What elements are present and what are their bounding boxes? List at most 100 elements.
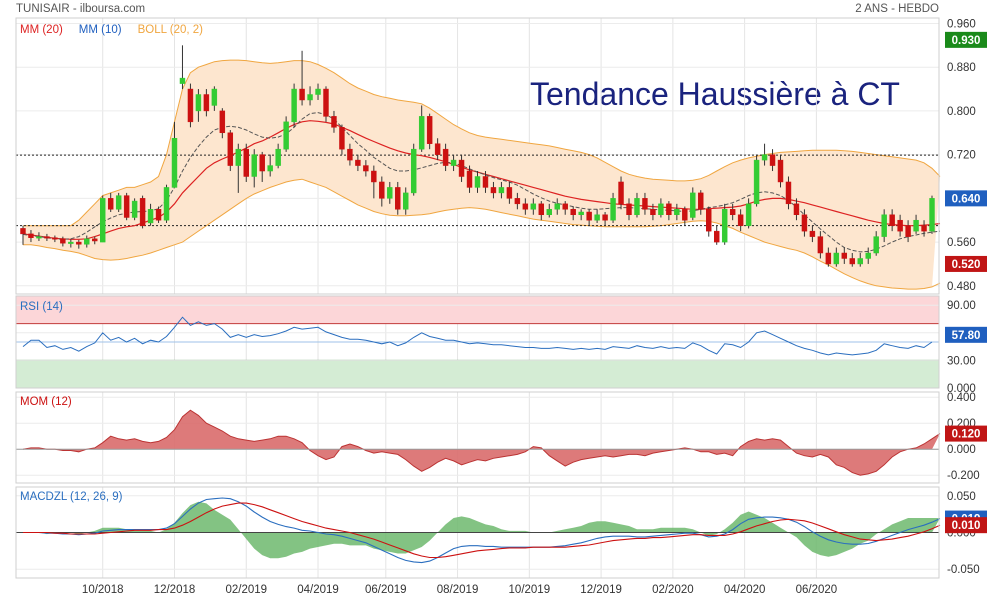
candle-body: [921, 225, 927, 232]
candle-body: [426, 116, 433, 144]
rsi-line: [22, 316, 933, 356]
candle-body: [897, 219, 903, 232]
macd-histogram-area: [23, 501, 940, 559]
candle-body: [379, 181, 385, 199]
x-tick-label: 02/2019: [225, 584, 267, 596]
legend-entry: BOLL (20, 2): [138, 24, 204, 36]
price-badge-label: 0.120: [952, 429, 981, 441]
candle-body: [195, 94, 202, 112]
y-tick-label: 0.800: [947, 106, 976, 118]
candle-body: [347, 148, 353, 161]
candle-body: [666, 203, 672, 216]
x-tick-label: 08/2019: [437, 584, 479, 596]
legend-entry: MM (20): [20, 24, 63, 36]
panel-frame: [15, 17, 940, 295]
momentum-area: [23, 410, 940, 476]
chart-period-label: 2 ANS - HEBDO: [855, 3, 939, 15]
candle-body: [530, 203, 537, 210]
candle-body: [538, 203, 545, 216]
candle-body: [642, 198, 648, 210]
candle-body: [809, 230, 816, 237]
y-tick-label: 0.560: [947, 237, 976, 249]
candle-body: [514, 198, 521, 205]
candle-body: [522, 203, 529, 210]
candle-body: [283, 121, 289, 150]
candle-body: [259, 154, 265, 172]
candle-body: [474, 176, 481, 188]
candle-body: [52, 237, 58, 240]
candle-body: [833, 252, 840, 265]
candle-body: [769, 154, 776, 166]
candle-body: [578, 211, 584, 216]
rsi-oversold-zone: [16, 360, 939, 388]
candle-body: [371, 170, 377, 183]
price-badge: [945, 517, 987, 534]
candle-body: [777, 159, 784, 183]
panel-frame: [15, 486, 940, 579]
bollinger-band-area: [23, 60, 940, 290]
price-badge-label: 0.640: [952, 193, 981, 205]
y-tick-label: 0.480: [947, 281, 976, 293]
candle-body: [219, 110, 226, 134]
candle-body: [243, 148, 249, 177]
candle-body: [841, 252, 848, 259]
candle-body: [889, 214, 895, 226]
candle-body: [187, 88, 194, 123]
candle-body: [211, 88, 218, 106]
x-tick-label: 04/2020: [724, 584, 766, 596]
candle-body: [737, 214, 744, 226]
price-badge: [945, 326, 987, 343]
x-tick-label: 12/2018: [154, 584, 196, 596]
candle-body: [387, 187, 393, 199]
candle-body: [546, 209, 552, 216]
candle-body: [849, 258, 855, 265]
bollinger-lower-line: [23, 178, 941, 290]
candle-body: [873, 236, 879, 254]
candle-body: [410, 148, 417, 194]
price-badge-label: 0.520: [952, 259, 981, 271]
candle-body: [610, 198, 616, 221]
candle-body: [650, 209, 656, 216]
candle-body: [123, 195, 130, 218]
candle-body: [706, 209, 712, 232]
candle-body: [44, 236, 50, 239]
x-tick-label: 10/2018: [82, 584, 124, 596]
candle-body: [139, 198, 146, 226]
bollinger-upper-line: [23, 59, 941, 227]
y-tick-label: 0.000: [947, 383, 976, 395]
candle-body: [570, 209, 576, 216]
x-tick-label: 04/2019: [297, 584, 339, 596]
candle-body: [235, 148, 242, 166]
legend-entry: MM (10): [79, 24, 122, 36]
candle-body: [36, 236, 42, 239]
candle-body: [865, 252, 871, 259]
candle-body: [450, 159, 457, 166]
candle-body: [745, 203, 752, 226]
candle-body: [594, 214, 600, 221]
candle-body: [682, 209, 688, 221]
candle-body: [434, 143, 441, 155]
candle-body: [171, 137, 178, 188]
candle-body: [92, 238, 98, 242]
candle-body: [76, 241, 82, 245]
candle-body: [729, 209, 736, 216]
candle-body: [227, 132, 234, 166]
candle-body: [618, 181, 624, 205]
candle-body: [100, 198, 106, 243]
candle-body: [825, 252, 832, 265]
candle-body: [721, 209, 728, 243]
price-badge: [945, 31, 987, 48]
candle-body: [418, 116, 425, 150]
candle-body: [905, 225, 911, 237]
candle-body: [363, 165, 369, 172]
candle-body: [482, 176, 489, 188]
y-tick-label: 0.960: [947, 18, 976, 30]
candle-body: [355, 159, 361, 166]
candle-body: [913, 219, 919, 232]
candle-body: [857, 258, 863, 265]
macd-signal-line: [23, 502, 941, 559]
candle-body: [107, 198, 114, 210]
candle-body: [490, 187, 497, 194]
y-tick-label: -0.050: [947, 564, 980, 576]
